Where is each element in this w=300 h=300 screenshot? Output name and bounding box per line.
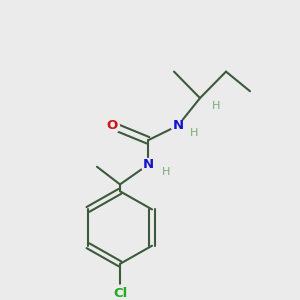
Text: H: H [190, 128, 198, 138]
Text: N: N [172, 119, 184, 132]
Text: H: H [162, 167, 170, 177]
Text: O: O [106, 119, 118, 132]
Text: N: N [142, 158, 154, 171]
Text: Cl: Cl [113, 287, 127, 300]
Text: H: H [212, 101, 220, 111]
